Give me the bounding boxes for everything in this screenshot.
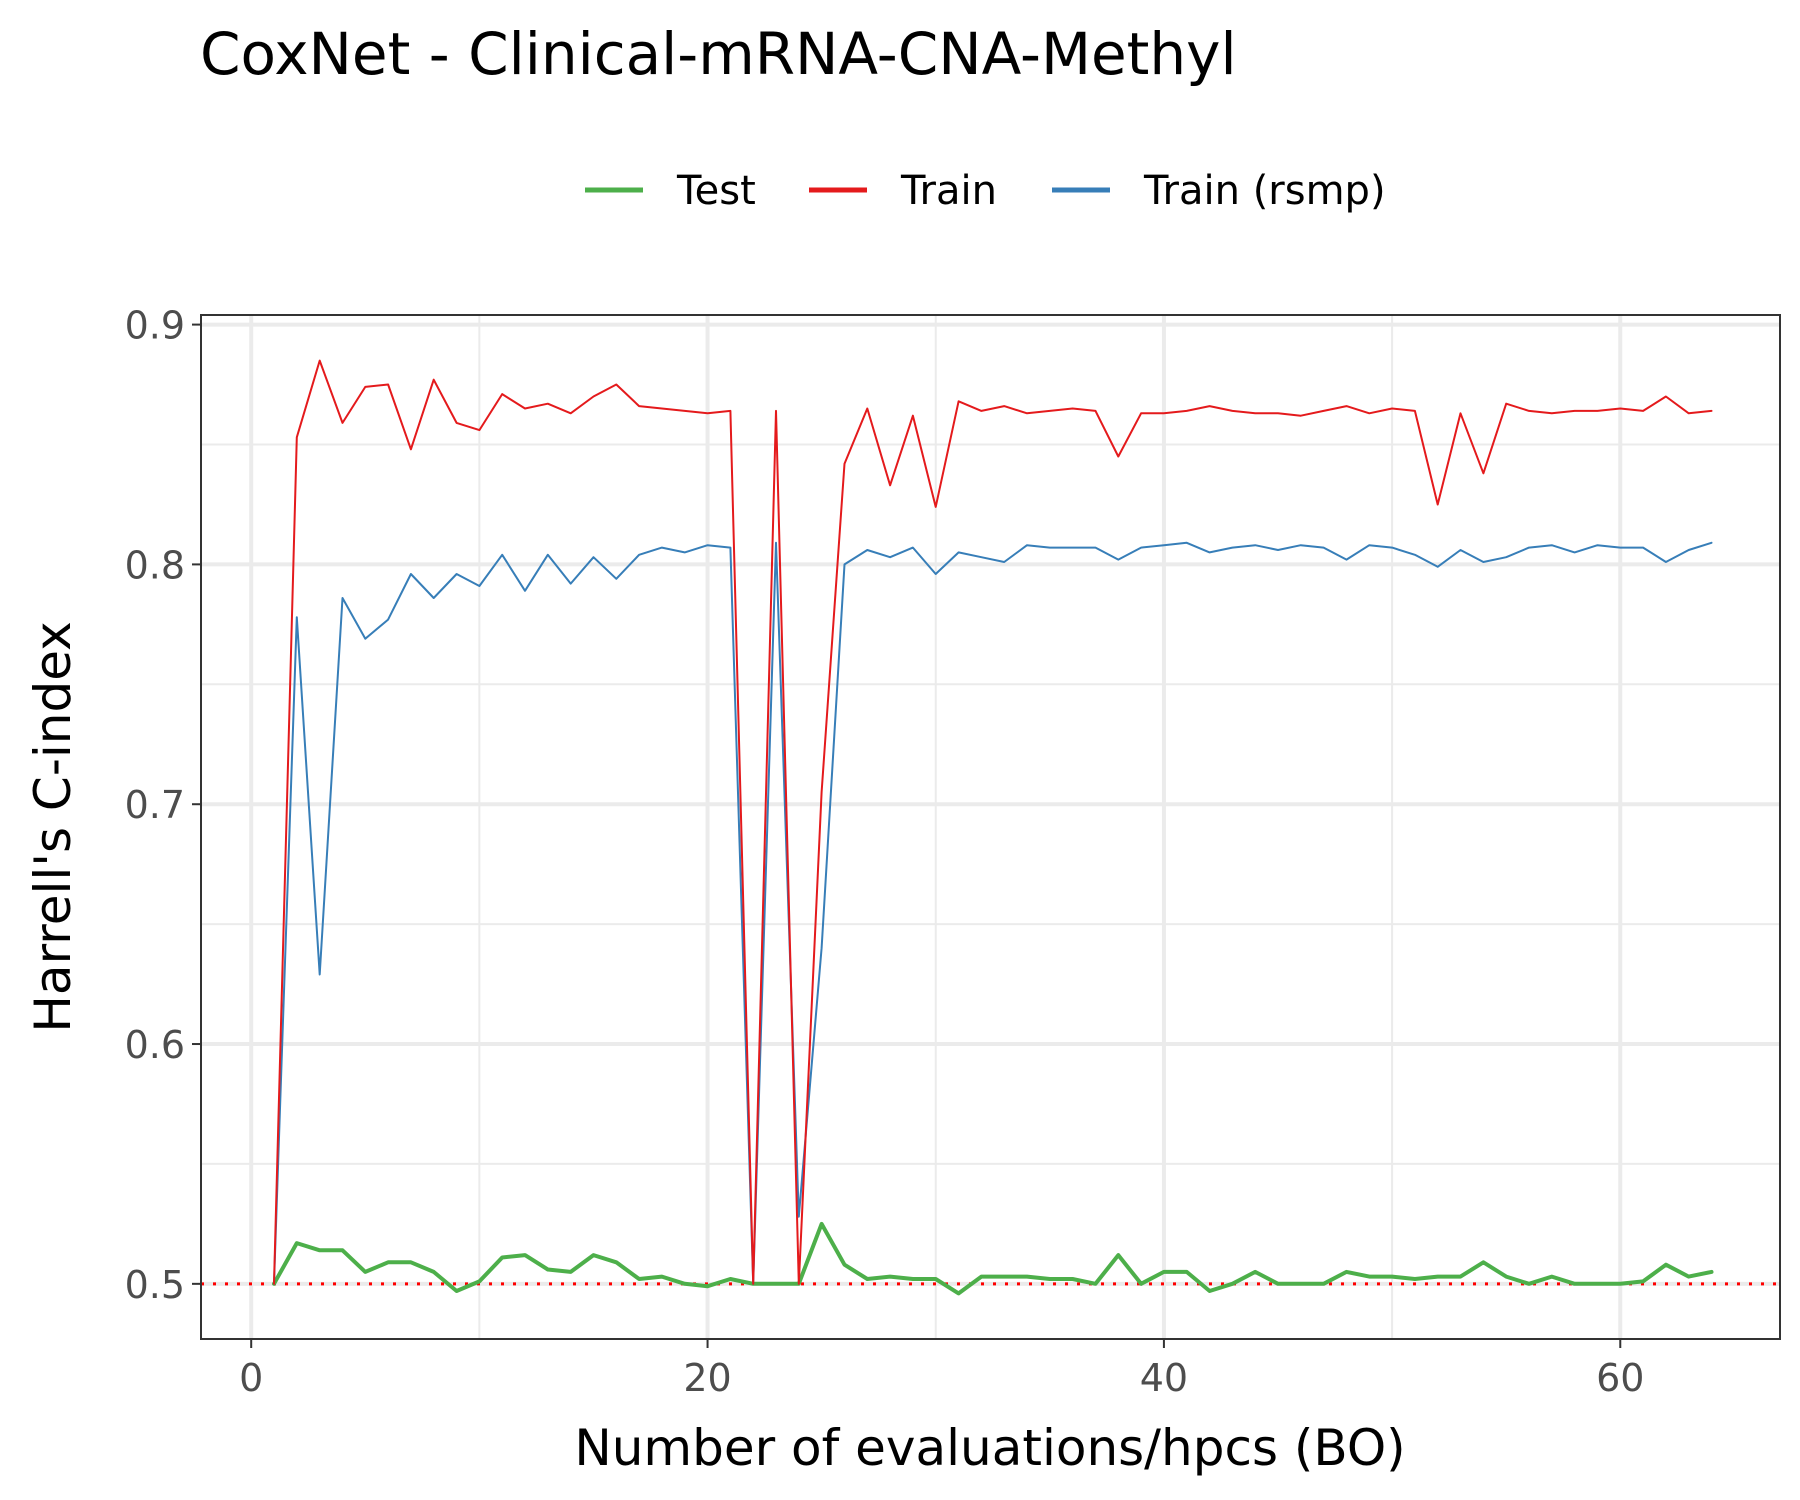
legend-item-train: Train xyxy=(809,168,997,214)
series-layer xyxy=(272,359,1714,1296)
x-tick-label: 40 xyxy=(1140,1356,1188,1400)
y-tick-label: 0.7 xyxy=(125,783,185,827)
x-axis-label: Number of evaluations/hpcs (BO) xyxy=(574,1419,1405,1477)
panel-background xyxy=(201,315,1780,1339)
legend: Test Train Train (rsmp) xyxy=(585,168,1386,214)
grid-major xyxy=(201,315,1780,1339)
legend-label-train-rsmp: Train (rsmp) xyxy=(1143,168,1386,214)
x-tick-label: 0 xyxy=(239,1356,263,1400)
series-line-train-rsmp xyxy=(273,541,1713,1285)
panel-border xyxy=(200,314,1781,1340)
y-axis: 0.5 0.6 0.7 0.8 0.9 xyxy=(125,304,201,1307)
series-line-test xyxy=(272,1221,1714,1296)
chart-title: CoxNet - Clinical-mRNA-CNA-Methyl xyxy=(200,20,1237,88)
x-tick-label: 20 xyxy=(683,1356,731,1400)
x-axis: 0 20 40 60 xyxy=(239,1339,1644,1400)
grid-minor xyxy=(201,315,1780,1339)
series-line-train xyxy=(273,359,1713,1285)
y-tick-label: 0.5 xyxy=(125,1263,185,1307)
y-tick-label: 0.8 xyxy=(125,543,185,587)
y-tick-label: 0.6 xyxy=(125,1023,185,1067)
legend-item-test: Test xyxy=(585,168,756,214)
legend-label-test: Test xyxy=(676,168,756,214)
legend-label-train: Train xyxy=(900,168,997,214)
x-tick-label: 60 xyxy=(1596,1356,1644,1400)
y-tick-label: 0.9 xyxy=(125,304,185,348)
panel xyxy=(200,314,1781,1340)
legend-item-train-rsmp: Train (rsmp) xyxy=(1052,168,1386,214)
y-axis-label: Harrell's C-index xyxy=(24,621,82,1032)
